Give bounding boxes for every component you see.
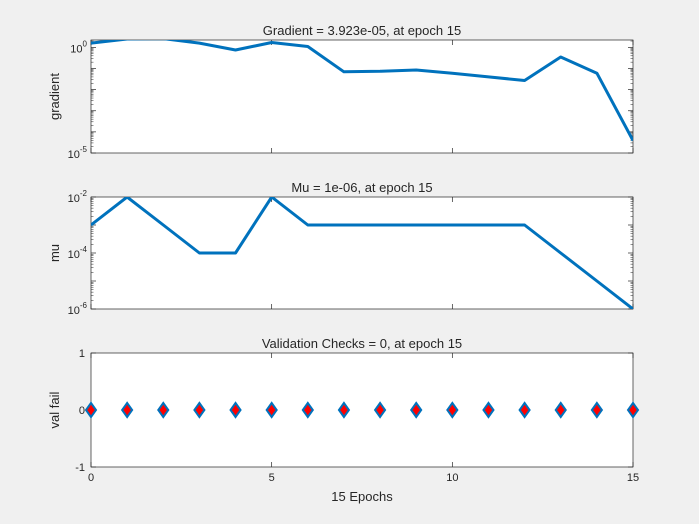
subplot-title: Gradient = 3.923e-05, at epoch 15 xyxy=(263,23,461,38)
subplot-title: Mu = 1e-06, at epoch 15 xyxy=(291,180,432,195)
axes-box xyxy=(90,39,634,154)
y-axis-label: gradient xyxy=(47,73,62,120)
y-axis-label: mu xyxy=(47,244,62,262)
x-tick-label: 0 xyxy=(88,472,94,484)
data-point-marker xyxy=(120,401,134,419)
data-point-marker xyxy=(373,401,387,419)
subplot-2: 10-2 10-4 10-6 Mu = 1e-06, at epoch 15 mu xyxy=(47,180,634,317)
data-point-marker xyxy=(193,401,206,419)
data-point-marker xyxy=(482,401,495,419)
data-point-marker xyxy=(554,401,567,419)
subplot-1: 100 10-5 Gradient = 3.923e-05, at epoch 15… xyxy=(47,23,634,161)
data-point-marker xyxy=(409,401,423,419)
y-axis-label: val fail xyxy=(47,391,62,428)
data-point-marker xyxy=(626,401,640,419)
series-line xyxy=(91,197,633,309)
subplot-title: Validation Checks = 0, at epoch 15 xyxy=(262,336,462,351)
x-tick-label: 15 xyxy=(627,472,639,484)
data-point-marker xyxy=(301,401,315,419)
y-tick-label: 10-4 xyxy=(68,245,88,261)
data-point-marker xyxy=(265,401,278,419)
y-tick-label: 10-2 xyxy=(68,189,88,205)
series-line xyxy=(91,40,633,142)
x-tick-label: 5 xyxy=(269,472,275,484)
axes-box xyxy=(90,352,634,468)
data-point-marker xyxy=(337,401,351,419)
axes-box xyxy=(90,196,634,310)
x-tick-label: 10 xyxy=(446,472,458,484)
y-tick-label: 100 xyxy=(70,39,87,55)
data-point-marker xyxy=(229,401,242,419)
y-tick-label: -1 xyxy=(75,462,85,474)
data-point-marker xyxy=(446,401,459,419)
y-tick-label: 10-6 xyxy=(68,301,88,317)
x-axis-label: 15 Epochs xyxy=(331,489,393,504)
y-tick-label: 10-5 xyxy=(68,145,88,161)
data-point-marker xyxy=(518,401,531,419)
y-tick-label: 0 xyxy=(79,405,85,417)
data-point-marker xyxy=(157,401,170,419)
y-tick-label: 1 xyxy=(79,348,85,360)
data-point-marker xyxy=(590,401,604,419)
data-point-marker xyxy=(84,401,98,419)
